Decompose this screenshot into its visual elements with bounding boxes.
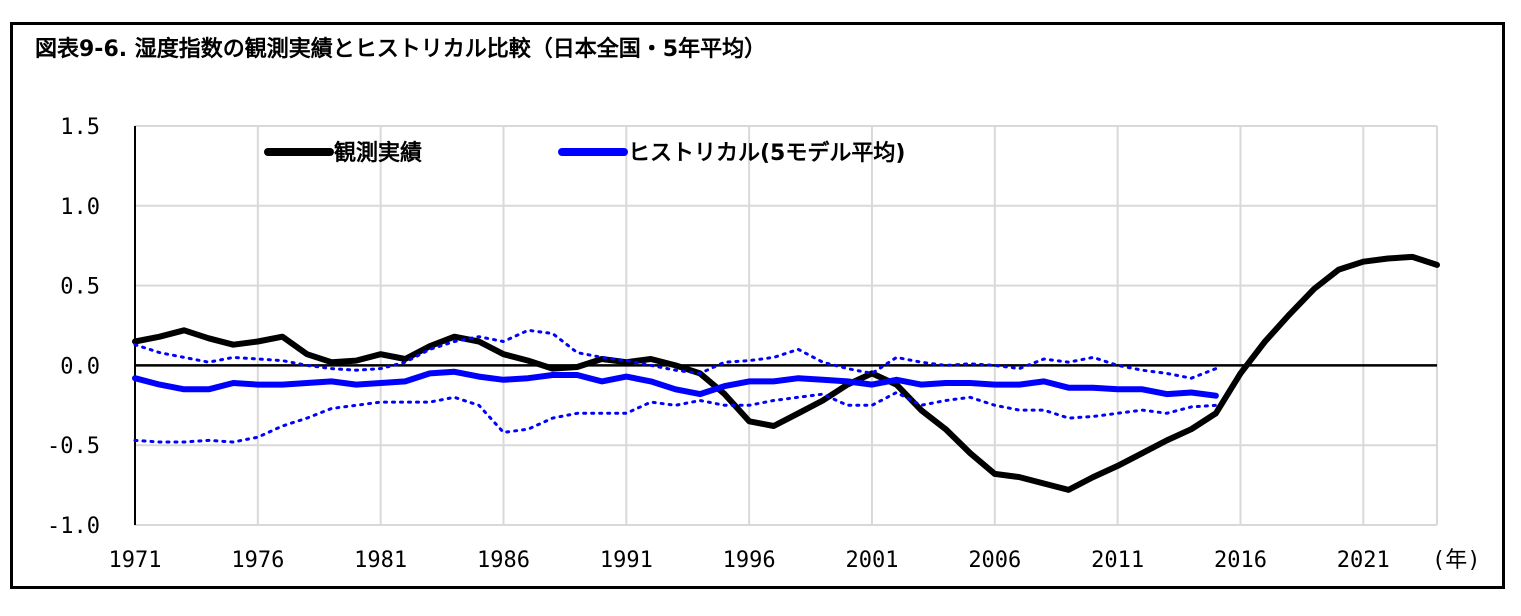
legend-label: ヒストリカル(5モデル平均): [628, 140, 905, 166]
y-tick-label: 1.0: [60, 195, 100, 220]
y-tick-label: 1.5: [60, 115, 100, 140]
x-unit-label: (年): [1432, 548, 1481, 573]
x-tick-label: 2011: [1091, 548, 1144, 573]
x-tick-label: 2016: [1214, 548, 1267, 573]
series-line-3: [133, 391, 1218, 444]
legend: 観測実績 ヒストリカル(5モデル平均): [264, 140, 905, 166]
tick-labels: 1.5 1.0 0.5 0.0 -0.5 -1.0 1971 1976 1981 1986 1991…: [47, 115, 1390, 573]
chart-title: 図表9-6. 湿度指数の観測実績とヒストリカル比較（日本全国・5年平均）: [35, 37, 767, 62]
x-tick-label: 1971: [109, 548, 162, 573]
axes: [134, 126, 1437, 525]
grid: [135, 125, 1438, 526]
x-tick-label: 1991: [600, 548, 653, 573]
series-group: [132, 253, 1440, 493]
x-tick-label: 2006: [968, 548, 1021, 573]
chart-frame: 図表9-6. 湿度指数の観測実績とヒストリカル比較（日本全国・5年平均）: [10, 22, 1505, 589]
y-tick-label: -0.5: [47, 434, 100, 459]
y-tick-label: -1.0: [47, 514, 100, 539]
x-tick-label: 1981: [354, 548, 407, 573]
x-tick-label: 1976: [231, 548, 284, 573]
series-line-1: [132, 368, 1219, 399]
x-tick-label: 2001: [845, 548, 898, 573]
x-tick-label: 2021: [1337, 548, 1390, 573]
y-tick-label: 0.0: [60, 354, 100, 379]
series-line-0: [132, 253, 1440, 493]
x-tick-label: 1996: [723, 548, 776, 573]
series-line-2: [133, 328, 1218, 380]
y-tick-label: 0.5: [60, 275, 100, 300]
legend-label: 観測実績: [334, 140, 422, 166]
x-tick-label: 1986: [477, 548, 530, 573]
